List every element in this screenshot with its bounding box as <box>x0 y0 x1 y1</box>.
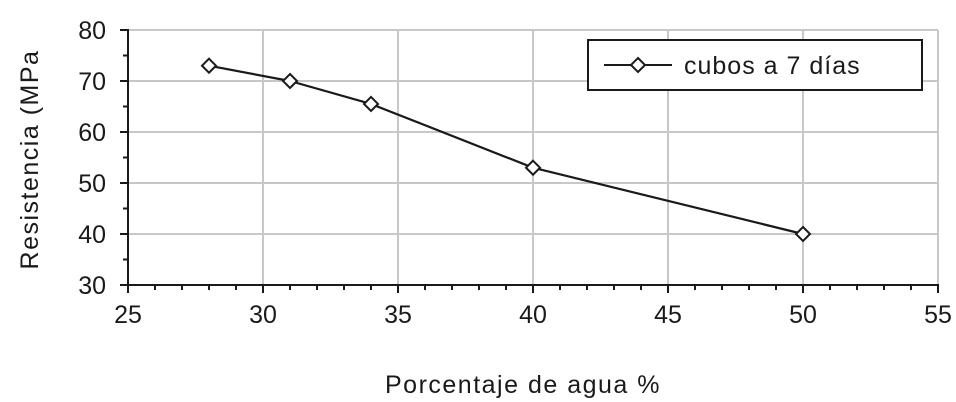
legend: cubos a 7 días <box>588 40 922 90</box>
x-tick-label-30: 30 <box>249 301 277 329</box>
y-tick-label-30: 30 <box>78 272 106 300</box>
x-tick-label-50: 50 <box>789 301 817 329</box>
data-point-marker <box>526 161 540 175</box>
legend-label: cubos a 7 días <box>684 52 861 80</box>
data-point-marker <box>283 74 297 88</box>
y-tick-label-50: 50 <box>78 170 106 198</box>
data-point-marker <box>364 97 378 111</box>
x-tick-labels: 25 30 35 40 45 50 55 <box>114 301 952 329</box>
data-point-marker <box>202 59 216 73</box>
y-axis-title: Resistencia (MPa <box>16 50 44 270</box>
y-tick-label-40: 40 <box>78 221 106 249</box>
y-tick-label-70: 70 <box>78 68 106 96</box>
data-point-marker <box>796 227 810 241</box>
x-tick-label-25: 25 <box>114 301 142 329</box>
x-tick-label-45: 45 <box>654 301 682 329</box>
x-tick-label-40: 40 <box>519 301 547 329</box>
y-tick-label-80: 80 <box>78 17 106 45</box>
y-tick-label-60: 60 <box>78 119 106 147</box>
x-tick-label-35: 35 <box>384 301 412 329</box>
x-axis-title: Porcentaje de agua % <box>385 371 661 399</box>
y-tick-labels: 30 40 50 60 70 80 <box>78 17 106 300</box>
x-tick-label-55: 55 <box>924 301 952 329</box>
